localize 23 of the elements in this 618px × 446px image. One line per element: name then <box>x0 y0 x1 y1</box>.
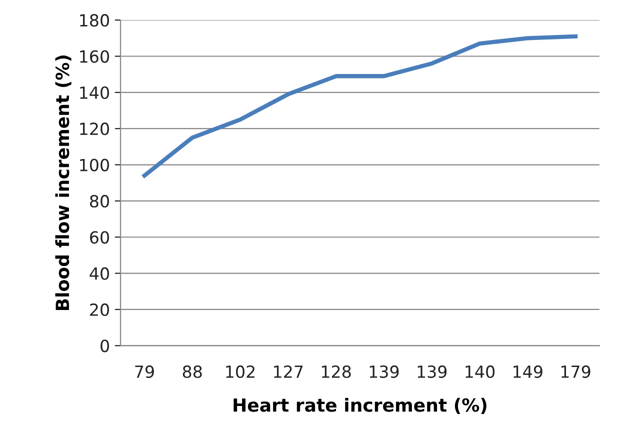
x-tick-label: 139 <box>370 365 399 378</box>
x-tick-label: 139 <box>418 365 447 378</box>
y-tick-label: 120 <box>80 122 109 136</box>
x-tick-label: 140 <box>466 365 495 378</box>
y-tick-label: 20 <box>90 303 109 316</box>
x-tick-label: 128 <box>322 365 351 378</box>
y-axis-title: Blood flow increment (%) <box>55 56 72 310</box>
y-tick-label: 100 <box>80 158 109 172</box>
x-tick-label: 102 <box>226 365 254 378</box>
y-tick-label: 140 <box>80 86 109 99</box>
x-tick-label: 127 <box>274 365 303 378</box>
y-tick-label: 80 <box>90 194 109 208</box>
y-tick-label: 180 <box>80 14 109 27</box>
line-series <box>142 34 578 178</box>
x-tick-label: 149 <box>514 365 542 378</box>
y-tick-label: 60 <box>90 231 109 244</box>
x-tick-label: 88 <box>182 365 202 378</box>
y-tick-label: 40 <box>90 267 109 280</box>
x-tick-label: 79 <box>135 365 154 378</box>
x-axis-title: Heart rate increment (%) <box>234 398 486 414</box>
x-tick-label: 179 <box>561 365 590 378</box>
y-tick-label: 160 <box>80 50 109 63</box>
y-tick-label: 0 <box>100 340 109 352</box>
